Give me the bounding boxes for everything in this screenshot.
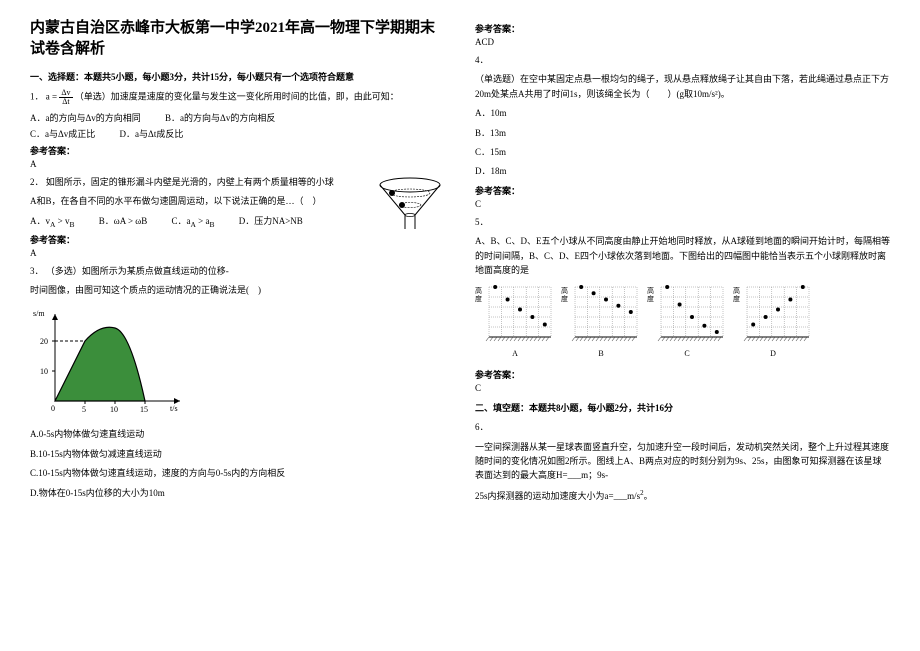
q5-chart-C: 高度C <box>647 283 727 358</box>
q4-optC: C．15m <box>475 145 890 159</box>
q3-num: 3． <box>30 266 44 276</box>
q2-optA: A．vA > vB <box>30 214 75 229</box>
q4-optD: D．18m <box>475 164 890 178</box>
svg-text:0: 0 <box>51 404 55 413</box>
q4-text: （单选题）在空中某固定点悬一根均匀的绳子，现从悬点释放绳子让其自由下落，若此绳通… <box>475 72 890 101</box>
q2: 2． 如图所示，固定的锥形漏斗内壁是光滑的，内壁上有两个质量相等的小球 <box>30 175 445 189</box>
q3-optC: C.10-15s内物体做匀速直线运动，速度的方向与0-5s内的方向相反 <box>30 466 445 480</box>
svg-text:10: 10 <box>40 367 48 376</box>
q6-text: 一空间探测器从某一星球表面竖直升空，匀加速升空一段时间后，发动机突然关闭，整个上… <box>475 440 890 483</box>
q3-chart: s/m t/s 10 20 5 10 15 0 <box>30 306 190 416</box>
q1-row2: C．a与Δv成正比 D．a与Δt成反比 <box>30 127 445 140</box>
doc-title: 内蒙古自治区赤峰市大板第一中学2021年高一物理下学期期末试卷含解析 <box>30 18 445 60</box>
q3: 3． （多选）如图所示为某质点做直线运动的位移- <box>30 264 445 278</box>
right-column: 参考答案： ACD 4． （单选题）在空中某固定点悬一根均匀的绳子，现从悬点释放… <box>475 18 890 508</box>
svg-text:10: 10 <box>110 405 118 414</box>
q3-ans-label: 参考答案： <box>475 22 890 35</box>
svg-text:度: 度 <box>561 294 568 303</box>
q2-optD: D．压力NA>NB <box>239 214 303 227</box>
svg-text:20: 20 <box>40 337 48 346</box>
q1-text: （单选）加速度是速度的变化量与发生这一变化所用时间的比值，即，由此可知： <box>75 92 399 102</box>
q5-chart-B: 高度B <box>561 283 641 358</box>
q1-optA: A．a的方向与Δv的方向相同 <box>30 111 141 124</box>
q4-ans-label: 参考答案： <box>475 184 890 197</box>
q3-optA: A.0-5s内物体做匀速直线运动 <box>30 427 445 441</box>
q3-optB: B.10-15s内物体做匀减速直线运动 <box>30 447 445 461</box>
section2-header: 二、填空题：本题共8小题，每小题2分，共计16分 <box>475 401 890 414</box>
q3-text2: 时间图像，由图可知这个质点的运动情况的正确说法是( ) <box>30 283 445 297</box>
q5-chart-D: 高度D <box>733 283 813 358</box>
q2-optB: B．ωA > ωB <box>99 214 147 227</box>
svg-text:度: 度 <box>733 294 740 303</box>
svg-text:高: 高 <box>475 286 482 295</box>
svg-text:高: 高 <box>733 286 740 295</box>
q1-optD: D．a与Δt成反比 <box>120 127 184 140</box>
svg-text:5: 5 <box>82 405 86 414</box>
q5-ans-label: 参考答案： <box>475 368 890 381</box>
q1-num: 1． <box>30 92 44 102</box>
q3-text: （多选）如图所示为某质点做直线运动的位移- <box>46 266 229 276</box>
q4-num: 4． <box>475 53 890 67</box>
svg-text:t/s: t/s <box>170 404 178 413</box>
q3-ans: ACD <box>475 37 890 47</box>
q1-fraction: Δv Δt <box>59 89 72 106</box>
q1-optC: C．a与Δv成正比 <box>30 127 95 140</box>
q2-ans-label: 参考答案： <box>30 233 445 246</box>
q5-ans: C <box>475 383 890 393</box>
q2-text: 如图所示，固定的锥形漏斗内壁是光滑的，内壁上有两个质量相等的小球 <box>46 177 334 187</box>
funnel-diagram <box>375 175 445 231</box>
q3-optD: D.物体在0-15s内位移的大小为10m <box>30 486 445 500</box>
q4-optB: B．13m <box>475 126 890 140</box>
q5-chart-A: 高度A <box>475 283 555 358</box>
q5-num: 5． <box>475 215 890 229</box>
q4-ans: C <box>475 199 890 209</box>
q5-charts: 高度A高度B高度C高度D <box>475 283 890 358</box>
svg-text:15: 15 <box>140 405 148 414</box>
q1-row1: A．a的方向与Δv的方向相同 B．a的方向与Δv的方向相反 <box>30 111 445 124</box>
q2-ans: A <box>30 248 445 258</box>
q1: 1． a = Δv Δt （单选）加速度是速度的变化量与发生这一变化所用时间的比… <box>30 89 445 106</box>
svg-text:度: 度 <box>475 294 482 303</box>
svg-text:高: 高 <box>561 286 568 295</box>
q4-optA: A．10m <box>475 106 890 120</box>
section1-header: 一、选择题：本题共5小题，每小题3分，共计15分，每小题只有一个选项符合题意 <box>30 70 445 83</box>
svg-text:高: 高 <box>647 286 654 295</box>
q1-ans: A <box>30 159 445 169</box>
left-column: 内蒙古自治区赤峰市大板第一中学2021年高一物理下学期期末试卷含解析 一、选择题… <box>30 18 445 508</box>
q1-optB: B．a的方向与Δv的方向相反 <box>165 111 275 124</box>
q6-num: 6． <box>475 420 890 434</box>
q6-text2: 25s内探测器的运动加速度大小为a=___m/s2。 <box>475 488 890 503</box>
svg-text:度: 度 <box>647 294 654 303</box>
q2-optC: C．aA > aB <box>171 214 214 229</box>
q1-ans-label: 参考答案： <box>30 144 445 157</box>
q2-num: 2． <box>30 177 44 187</box>
q5-text: A、B、C、D、E五个小球从不同高度由静止开始地同时释放，从A球碰到地面的瞬间开… <box>475 234 890 277</box>
svg-text:s/m: s/m <box>33 309 45 318</box>
